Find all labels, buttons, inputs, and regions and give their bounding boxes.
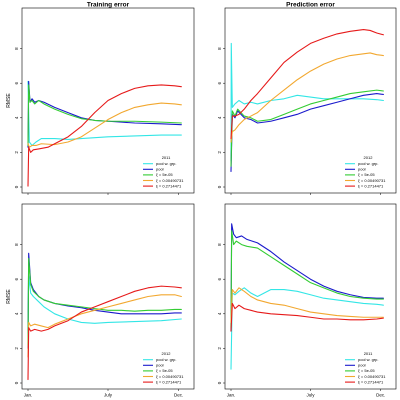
series-line — [27, 285, 182, 381]
legend-title: 2011 — [364, 351, 373, 356]
y-axis-label: RMSE — [6, 93, 12, 108]
y-axis-label: RMSE — [6, 289, 12, 304]
y-tick-label: 0 — [14, 185, 19, 188]
y-tick-label: 2 — [14, 151, 19, 154]
y-tick-label: 6 — [14, 277, 19, 280]
y-tick-label: 6 — [217, 81, 222, 84]
y-tick-label: 4 — [14, 312, 19, 315]
legend-entry: ξ = 0.2714471 — [358, 379, 384, 384]
series-line — [230, 93, 384, 172]
x-tick-label: Dec. — [174, 393, 183, 398]
series-line — [27, 84, 182, 147]
legend-entry: ξ = 5e-05 — [156, 172, 173, 177]
legend-entry: pool w. grp. — [358, 161, 378, 166]
legend-entry: ξ = 5e-05 — [358, 368, 375, 373]
series-line — [27, 102, 182, 148]
series-line — [27, 84, 182, 187]
series-line — [27, 252, 182, 349]
y-tick-label: 2 — [14, 347, 19, 350]
series-line — [27, 257, 182, 346]
legend-entry: pool — [156, 167, 164, 172]
y-tick-label: 8 — [14, 47, 19, 50]
y-tick-label: 6 — [14, 81, 19, 84]
series-line — [230, 302, 384, 332]
legend-entry: pool — [156, 363, 164, 368]
series-line — [27, 80, 182, 147]
series-line — [230, 287, 384, 323]
series-line — [230, 29, 384, 140]
series-line — [27, 275, 182, 324]
x-tick-label: July — [306, 393, 315, 398]
legend-entry: ξ = 0.2714471 — [156, 183, 182, 188]
x-tick-label: Jan. — [24, 393, 33, 398]
y-tick-label: 2 — [217, 347, 222, 350]
series-line — [27, 80, 182, 148]
y-tick-label: 8 — [217, 243, 222, 246]
legend-entry: ξ = 0.00490731 — [358, 374, 386, 379]
legend-entry: pool w. grp. — [358, 357, 378, 362]
y-tick-label: 8 — [217, 47, 222, 50]
legend-box — [342, 154, 394, 191]
legend-entry: ξ = 5e-05 — [156, 368, 173, 373]
y-tick-label: 0 — [217, 185, 222, 188]
legend-entry: ξ = 5e-05 — [358, 172, 375, 177]
series-line — [230, 89, 384, 167]
y-tick-label: 4 — [217, 312, 222, 315]
legend-title: 2011 — [162, 155, 171, 160]
series-line — [230, 42, 384, 162]
y-tick-label: 2 — [217, 151, 222, 154]
y-tick-label: 6 — [217, 277, 222, 280]
x-tick-label: Jan. — [227, 393, 236, 398]
legend-box — [140, 350, 192, 387]
y-tick-label: 4 — [14, 116, 19, 119]
chart-title: Prediction error — [286, 2, 335, 9]
legend-entry: pool w. grp. — [156, 357, 176, 362]
legend-entry: ξ = 0.2714471 — [358, 183, 384, 188]
legend-entry: ξ = 0.00490731 — [156, 178, 184, 183]
legend-entry: pool — [358, 363, 366, 368]
series-line — [230, 230, 384, 329]
series-line — [230, 223, 384, 332]
series-line — [27, 294, 182, 358]
legend-entry: ξ = 0.00490731 — [358, 178, 386, 183]
legend-title: 2012 — [162, 351, 172, 356]
series-line — [230, 287, 384, 370]
x-tick-label: Dec. — [376, 393, 385, 398]
legend-entry: ξ = 0.00490731 — [156, 374, 184, 379]
legend-box — [342, 350, 394, 387]
series-line — [230, 52, 384, 143]
legend-entry: ξ = 0.2714471 — [156, 379, 182, 384]
legend-title: 2012 — [364, 155, 374, 160]
legend-entry: pool — [358, 167, 366, 172]
legend-box — [140, 154, 192, 191]
x-tick-label: July — [104, 393, 113, 398]
y-tick-label: 0 — [217, 381, 222, 384]
y-tick-label: 0 — [14, 381, 19, 384]
legend-entry: pool w. grp. — [156, 161, 176, 166]
y-tick-label: 8 — [14, 243, 19, 246]
y-tick-label: 4 — [217, 116, 222, 119]
chart-title: Training error — [87, 2, 130, 9]
